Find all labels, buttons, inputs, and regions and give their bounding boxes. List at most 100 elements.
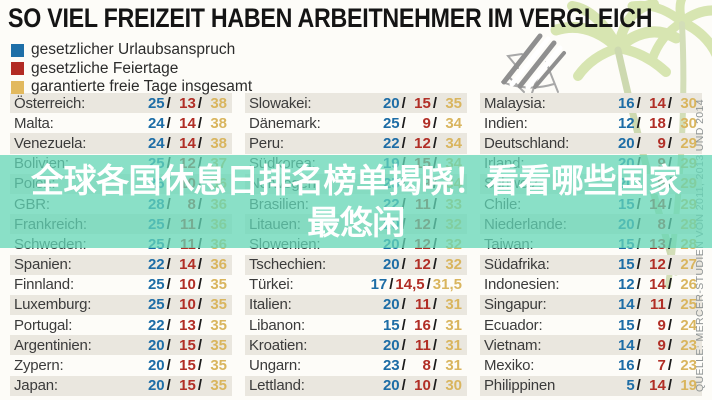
value-separator: /: [389, 276, 394, 294]
deck-chair-illustration: [501, 33, 566, 94]
value-separator: /: [166, 94, 171, 112]
value-separator: /: [636, 377, 641, 395]
value-separator: /: [197, 276, 202, 294]
country-label: Südafrika:: [484, 256, 550, 274]
value-gesamt: 38: [210, 94, 227, 112]
value-separator: /: [432, 114, 437, 132]
country-values: 20/11/31: [377, 337, 462, 354]
value-gesamt: 30: [680, 94, 697, 112]
legend-swatch-yellow-icon: [11, 80, 24, 94]
country-values: 24/14/38: [142, 115, 227, 132]
country-values: 25/10/35: [142, 276, 227, 293]
value-separator: /: [636, 336, 641, 354]
country-label: Mexiko:: [484, 357, 535, 375]
value-urlaub: 14: [617, 296, 635, 314]
value-feiertage: 13: [179, 94, 196, 112]
value-urlaub: 20: [382, 296, 400, 314]
country-label: Portugal:: [14, 316, 73, 334]
country-values: 20/15/35: [142, 337, 227, 354]
table-row: Japan: 20/15/35: [10, 375, 232, 396]
country-label: Österreich:: [14, 94, 86, 112]
table-row: Südafrika: 15/12/27: [480, 254, 702, 275]
value-separator: /: [197, 316, 202, 334]
value-urlaub: 25: [147, 276, 165, 294]
value-urlaub: 20: [382, 377, 400, 395]
value-gesamt: 38: [210, 134, 227, 152]
value-separator: /: [401, 336, 406, 354]
value-separator: /: [166, 336, 171, 354]
legend: gesetzlicher Urlaubsanspruch gesetzliche…: [11, 41, 252, 97]
table-row: Luxemburg: 25/10/35: [10, 294, 232, 316]
country-values: 16/7/23: [612, 357, 697, 374]
value-separator: /: [432, 336, 437, 354]
value-separator: /: [166, 114, 171, 132]
value-separator: /: [197, 357, 202, 375]
legend-item-urlaub: gesetzlicher Urlaubsanspruch: [11, 41, 252, 60]
value-gesamt: 34: [445, 134, 462, 152]
value-urlaub: 20: [382, 336, 400, 354]
value-feiertage: 14: [649, 94, 666, 112]
value-feiertage: 14: [649, 276, 666, 294]
value-separator: /: [401, 256, 406, 274]
overlay-headline-line2: 最悠闲: [307, 204, 405, 241]
value-separator: /: [197, 256, 202, 274]
value-separator: /: [667, 94, 672, 112]
table-row: Ungarn: 23/8/31: [245, 355, 467, 375]
country-values: 22/12/34: [377, 135, 462, 152]
country-values: 20/11/31: [377, 296, 462, 313]
value-gesamt: 35: [210, 357, 227, 375]
value-gesamt: 31: [445, 316, 462, 334]
value-separator: /: [197, 114, 202, 132]
value-urlaub: 25: [382, 114, 400, 132]
country-label: Argentinien:: [14, 336, 92, 354]
value-gesamt: 31: [445, 357, 462, 375]
value-separator: /: [636, 114, 641, 132]
value-urlaub: 20: [147, 336, 165, 354]
value-gesamt: 35: [445, 94, 462, 112]
value-separator: /: [166, 256, 171, 274]
value-separator: /: [401, 316, 406, 334]
value-feiertage: 9: [657, 316, 666, 334]
value-feiertage: 9: [657, 134, 666, 152]
country-label: Spanien:: [14, 256, 72, 274]
table-row: Mexiko: 16/7/23: [480, 355, 702, 375]
value-separator: /: [197, 296, 202, 314]
value-separator: /: [667, 256, 672, 274]
value-urlaub: 15: [617, 316, 635, 334]
value-separator: /: [636, 256, 641, 274]
value-feiertage: 15: [179, 377, 196, 395]
value-gesamt: 23: [680, 357, 697, 375]
country-values: 20/15/35: [142, 377, 227, 394]
value-feiertage: 13: [179, 316, 196, 334]
value-separator: /: [667, 336, 672, 354]
table-row: Tschechien: 20/12/32: [245, 254, 467, 275]
country-values: 22/14/36: [142, 256, 227, 273]
value-urlaub: 5: [626, 377, 635, 395]
country-label: Ecuador:: [484, 316, 543, 334]
value-gesamt: 25: [680, 296, 697, 314]
value-feiertage: 11: [414, 296, 431, 314]
value-separator: /: [667, 114, 672, 132]
country-values: 20/15/35: [142, 357, 227, 374]
value-feiertage: 12: [414, 134, 431, 152]
table-row: Finnland: 25/10/35: [10, 275, 232, 295]
value-feiertage: 15: [179, 357, 196, 375]
table-row: Slowakei: 20/15/35: [245, 93, 467, 114]
country-values: 20/12/32: [377, 256, 462, 273]
country-label: Malta:: [14, 114, 54, 132]
value-feiertage: 14: [179, 256, 196, 274]
country-values: 24/14/38: [142, 135, 227, 152]
table-row: Lettland: 20/10/30: [245, 375, 467, 396]
country-label: Malaysia:: [484, 94, 546, 112]
country-values: 20/10/30: [377, 377, 462, 394]
table-row: Indien: 12/18/30: [480, 113, 702, 133]
country-values: 14/11/25: [612, 296, 697, 313]
value-separator: /: [166, 316, 171, 334]
country-label: Indonesien:: [484, 276, 560, 294]
value-feiertage: 9: [422, 114, 431, 132]
table-row: Dänemark: 25/9/34: [245, 113, 467, 133]
value-separator: /: [166, 357, 171, 375]
value-feiertage: 12: [649, 256, 666, 274]
value-separator: /: [401, 377, 406, 395]
value-gesamt: 36: [210, 256, 227, 274]
